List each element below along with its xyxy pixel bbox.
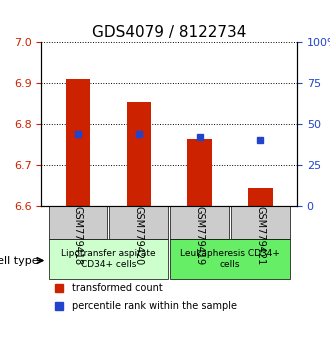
Bar	[66, 79, 90, 206]
Text: Lipotransfer aspirate
CD34+ cells: Lipotransfer aspirate CD34+ cells	[61, 249, 155, 269]
Text: percentile rank within the sample: percentile rank within the sample	[72, 301, 237, 311]
Bar	[126, 102, 151, 206]
Text: transformed count: transformed count	[72, 283, 163, 293]
Text: Leukapheresis CD34+
cells: Leukapheresis CD34+ cells	[180, 249, 280, 269]
FancyBboxPatch shape	[49, 206, 107, 239]
Text: GSM779418: GSM779418	[73, 206, 83, 265]
Bar	[187, 138, 212, 206]
Text: cell type: cell type	[0, 256, 38, 266]
Bar	[248, 188, 273, 206]
Text: GSM779420: GSM779420	[134, 206, 144, 265]
Title: GDS4079 / 8122734: GDS4079 / 8122734	[92, 25, 246, 40]
FancyBboxPatch shape	[231, 206, 290, 239]
FancyBboxPatch shape	[110, 206, 168, 239]
FancyBboxPatch shape	[170, 206, 229, 239]
FancyBboxPatch shape	[49, 239, 168, 279]
FancyBboxPatch shape	[170, 239, 290, 279]
Text: GSM779419: GSM779419	[195, 206, 205, 265]
Text: GSM779421: GSM779421	[255, 206, 265, 265]
